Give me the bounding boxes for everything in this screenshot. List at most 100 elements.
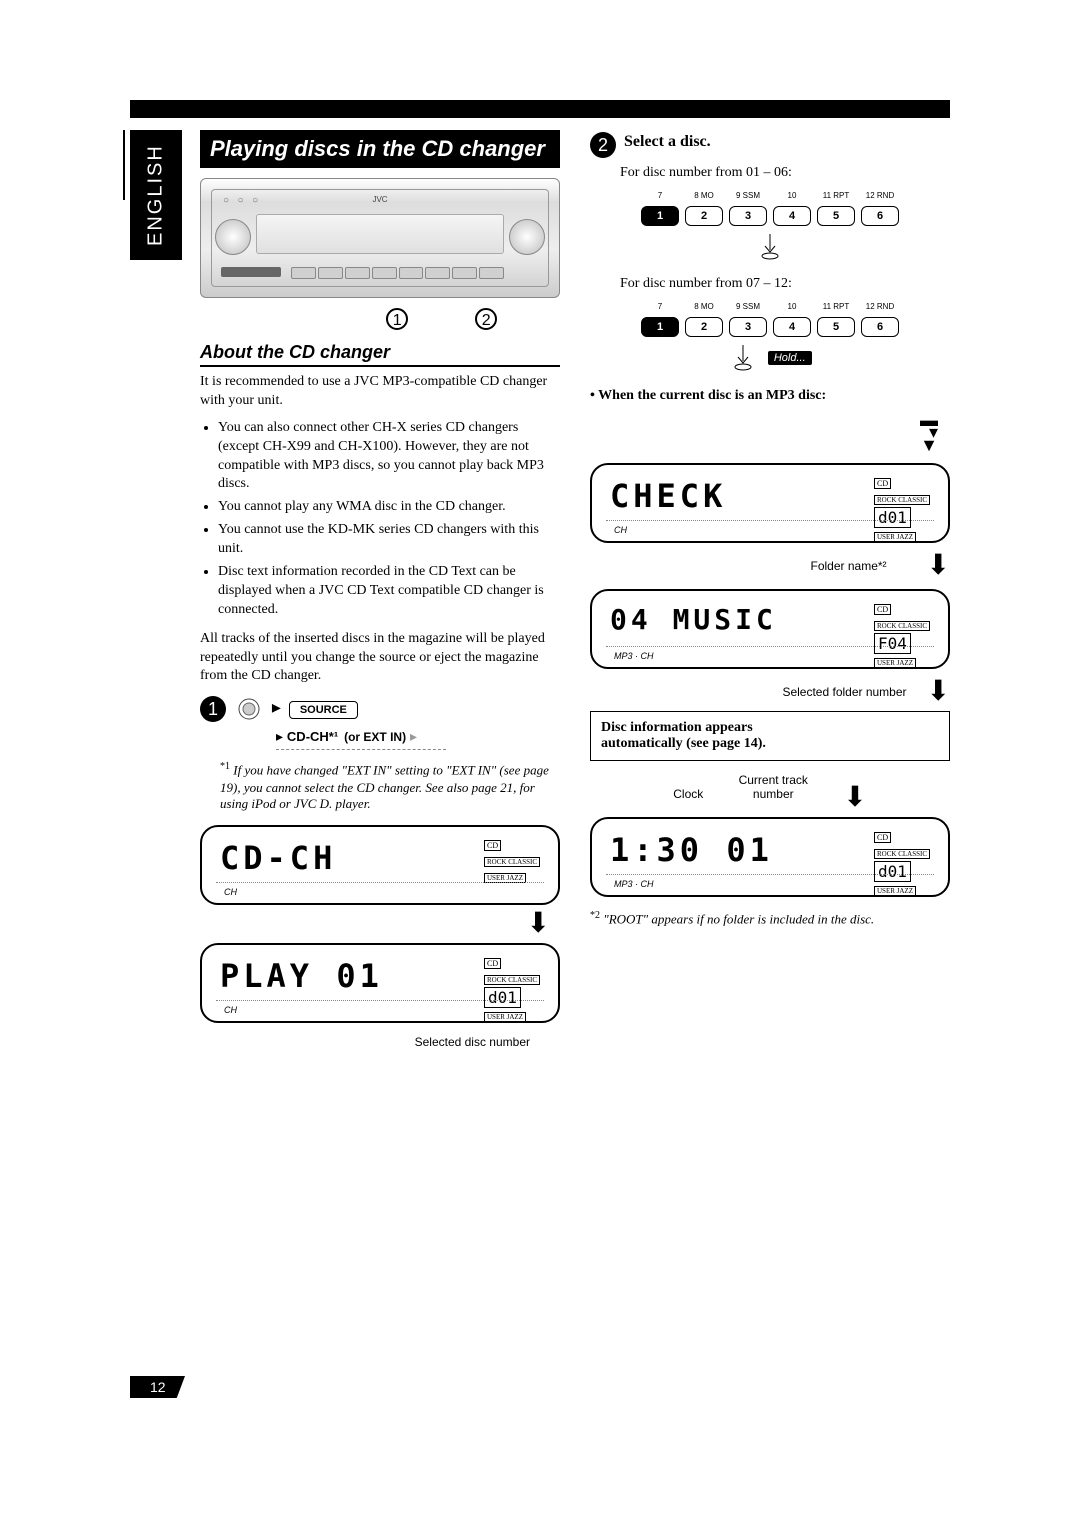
source-illustration: ▸ SOURCE ▸ CD-CH*¹ (or EXT IN) ▸	[234, 694, 446, 754]
section-title: Playing discs in the CD changer	[200, 130, 560, 168]
left-column: Playing discs in the CD changer ○ ○ ○ JV…	[200, 130, 560, 1053]
source-button-label: SOURCE	[289, 701, 358, 719]
unit-indicator-dots: ○ ○ ○	[223, 195, 261, 206]
arrow-icon: ▸	[272, 697, 281, 717]
step-2-row: 2 Select a disc.	[590, 130, 950, 158]
lcd-disc-number: d01	[484, 987, 521, 1008]
preset-button[interactable]: 3	[729, 206, 767, 226]
lcd-side-panel: CD ROCK CLASSIC d01 USER JAZZ	[874, 829, 934, 879]
preset-button[interactable]: 4	[773, 317, 811, 337]
preset-button-row-2: 1 2 3 4 5 6	[590, 317, 950, 337]
press-indicator	[590, 232, 950, 267]
preset-button[interactable]: 6	[861, 206, 899, 226]
lcd-check: CHECK CD ROCK CLASSIC d01 USER JAZZ CH	[590, 463, 950, 543]
about-intro: It is recommended to use a JVC MP3-compa…	[200, 373, 560, 411]
preset-button[interactable]: 1	[641, 206, 679, 226]
unit-right-knob	[509, 219, 545, 255]
source-path-label: CD-CH*¹	[287, 729, 338, 744]
right-column: 2 Select a disc. For disc number from 01…	[590, 130, 950, 1053]
lcd-main-text: 1:30 01	[610, 831, 773, 869]
preset-button[interactable]: 1	[641, 317, 679, 337]
about-bullet: You cannot play any WMA disc in the CD c…	[218, 498, 560, 517]
lcd-cd-ch: CD-CH CD ROCK CLASSIC USER JAZZ CH	[200, 825, 560, 905]
step-markers-row: 1 2	[200, 302, 560, 342]
down-arrow-icon: ⬇	[927, 685, 950, 699]
caption-clock: Clock	[673, 787, 703, 801]
preset-button[interactable]: 5	[817, 206, 855, 226]
lcd-main-text: CD-CH	[220, 839, 336, 877]
button-top-labels: 7 8 MO 9 SSM 10 11 RPT 12 RND	[590, 302, 950, 311]
press-hold-indicator: Hold...	[590, 343, 950, 373]
lcd-main-text: PLAY 01	[220, 957, 383, 995]
top-black-bar	[130, 100, 950, 118]
head-unit-illustration: ○ ○ ○ JVC	[200, 178, 560, 298]
step-1-row: 1 ▸ SOURCE ▸ CD-CH*¹ (or EXT IN) ▸	[200, 694, 560, 754]
lcd-ch-indicator: CH	[614, 525, 627, 535]
step-marker-1: 1	[386, 308, 408, 330]
lcd-mp3-ch-indicator: MP3 · CH	[614, 879, 654, 889]
lcd-side-panel: CD ROCK CLASSIC d01 USER JAZZ	[874, 475, 934, 525]
lcd-side-panel: CD ROCK CLASSIC USER JAZZ	[484, 837, 544, 887]
about-bullet: Disc text information recorded in the CD…	[218, 563, 560, 620]
lcd-folder-number: F04	[874, 633, 911, 654]
preset-button[interactable]: 4	[773, 206, 811, 226]
preset-button[interactable]: 6	[861, 317, 899, 337]
source-alt-label: (or EXT IN)	[344, 730, 406, 744]
disc-info-box: Disc information appears automatically (…	[590, 711, 950, 761]
footnote-1: *1 If you have changed "EXT IN" setting …	[220, 760, 560, 813]
step-marker-2: 2	[475, 308, 497, 330]
step-2-badge: 2	[590, 132, 616, 158]
footnote-2-marker: *2	[590, 910, 600, 921]
unit-left-knob	[215, 219, 251, 255]
preset-button-row-1: 1 2 3 4 5 6	[590, 206, 950, 226]
left-margin-rule	[123, 130, 125, 200]
knob-icon	[234, 694, 264, 724]
lcd-side-panel: CD ROCK CLASSIC d01 USER JAZZ	[484, 955, 544, 1005]
lcd-mp3-ch-indicator: MP3 · CH	[614, 651, 654, 661]
lcd-disc-number: d01	[874, 507, 911, 528]
disc-info-line1: Disc information appears	[601, 720, 753, 735]
page-number-tab: 12	[130, 1376, 185, 1398]
footnote-1-text: If you have changed "EXT IN" setting to …	[220, 763, 549, 812]
arrow-icon: ▸	[276, 728, 283, 744]
disc-range-1-label: For disc number from 01 – 06:	[620, 164, 950, 183]
caption-selected-disc: Selected disc number	[200, 1035, 560, 1049]
mp3-note-heading: • When the current disc is an MP3 disc:	[590, 388, 826, 403]
lcd-main-text: 04 MUSIC	[610, 603, 777, 636]
content-columns: Playing discs in the CD changer ○ ○ ○ JV…	[200, 130, 950, 1053]
unit-lcd-area	[256, 214, 504, 254]
lcd-clock: 1:30 01 CD ROCK CLASSIC d01 USER JAZZ MP…	[590, 817, 950, 897]
preset-button[interactable]: 2	[685, 206, 723, 226]
language-tab: ENGLISH	[130, 130, 182, 260]
stacked-down-arrow-icon: ▬▾▼	[590, 414, 938, 452]
about-heading: About the CD changer	[200, 342, 560, 367]
about-bullet-list: You can also connect other CH-X series C…	[200, 419, 560, 620]
unit-cd-slot	[221, 267, 281, 277]
about-bullet: You cannot use the KD-MK series CD chang…	[218, 521, 560, 559]
caption-current-track: Current track number	[733, 773, 813, 801]
unit-brand-label: JVC	[372, 195, 387, 204]
footnote-2: *2 "ROOT" appears if no folder is includ…	[590, 909, 950, 928]
lcd-ch-indicator: CH	[224, 887, 237, 897]
preset-button[interactable]: 2	[685, 317, 723, 337]
footnote-1-marker: *1	[220, 761, 230, 772]
about-after-text: All tracks of the inserted discs in the …	[200, 630, 560, 687]
lcd-disc-number: d01	[874, 861, 911, 882]
preset-button[interactable]: 5	[817, 317, 855, 337]
disc-info-line2: automatically (see page 14).	[601, 736, 766, 751]
footnote-2-text: "ROOT" appears if no folder is included …	[603, 912, 874, 927]
lcd-side-panel: CD ROCK CLASSIC F04 USER JAZZ	[874, 601, 934, 651]
caption-selected-folder: Selected folder number	[782, 685, 906, 699]
about-bullet: You can also connect other CH-X series C…	[218, 419, 560, 495]
step-2-heading: Select a disc.	[624, 130, 711, 151]
disc-range-2-label: For disc number from 07 – 12:	[620, 275, 950, 294]
lcd-play: PLAY 01 CD ROCK CLASSIC d01 USER JAZZ CH	[200, 943, 560, 1023]
down-arrow-icon: ⬇	[843, 791, 866, 805]
preset-button[interactable]: 3	[729, 317, 767, 337]
step-1-badge: 1	[200, 696, 226, 722]
button-top-labels: 7 8 MO 9 SSM 10 11 RPT 12 RND	[590, 191, 950, 200]
lcd-music: 04 MUSIC CD ROCK CLASSIC F04 USER JAZZ M…	[590, 589, 950, 669]
arrow-icon: ▸	[410, 728, 417, 744]
caption-folder-name: Folder name*²	[811, 559, 887, 573]
dashed-cycle-line	[276, 749, 446, 750]
